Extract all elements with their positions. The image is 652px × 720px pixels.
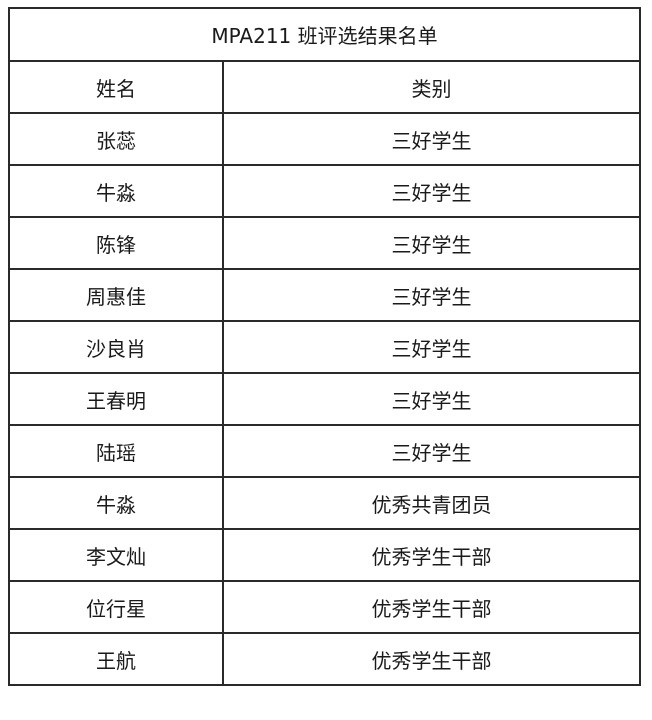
cell-name: 周惠佳 [8, 268, 224, 322]
table-row: 牛淼 三好学生 [8, 164, 641, 218]
cell-name: 李文灿 [8, 528, 224, 582]
table-title: MPA211 班评选结果名单 [8, 7, 641, 62]
cell-category: 优秀学生干部 [222, 528, 641, 582]
table-row: 张蕊 三好学生 [8, 112, 641, 166]
cell-name: 王春明 [8, 372, 224, 426]
cell-name: 沙良肖 [8, 320, 224, 374]
results-table: MPA211 班评选结果名单 姓名 类别 张蕊 三好学生 牛淼 三好学生 陈锋 三好学生周… [8, 7, 641, 686]
table-row: 李文灿 优秀学生干部 [8, 528, 641, 582]
cell-category: 优秀学生干部 [222, 632, 641, 686]
cell-name: 牛淼 [8, 476, 224, 530]
header-row: 姓名 类别 [8, 60, 641, 114]
header-category: 类别 [222, 60, 641, 114]
cell-category: 三好学生 [222, 164, 641, 218]
title-row: MPA211 班评选结果名单 [8, 7, 641, 62]
cell-name: 张蕊 [8, 112, 224, 166]
cell-name: 牛淼 [8, 164, 224, 218]
cell-category: 三好学生 [222, 372, 641, 426]
table-row: 位行星 优秀学生干部 [8, 580, 641, 634]
cell-category: 优秀共青团员 [222, 476, 641, 530]
table-row: 王航 优秀学生干部 [8, 632, 641, 686]
header-name: 姓名 [8, 60, 224, 114]
table-row: 陆瑶 三好学生 [8, 424, 641, 478]
cell-name: 位行星 [8, 580, 224, 634]
cell-name: 陈锋 [8, 216, 224, 270]
cell-category: 三好学生 [222, 320, 641, 374]
cell-category: 三好学生 [222, 424, 641, 478]
cell-name: 陆瑶 [8, 424, 224, 478]
cell-category: 三好学生 [222, 216, 641, 270]
cell-category: 三好学生 [222, 268, 641, 322]
cell-category: 优秀学生干部 [222, 580, 641, 634]
table-row: 王春明 三好学生 [8, 372, 641, 426]
table-row: 陈锋 三好学生 [8, 216, 641, 270]
table-row: 周惠佳 三好学生 [8, 268, 641, 322]
table-row: 沙良肖 三好学生 [8, 320, 641, 374]
table-row: 牛淼 优秀共青团员 [8, 476, 641, 530]
cell-name: 王航 [8, 632, 224, 686]
cell-category: 三好学生 [222, 112, 641, 166]
